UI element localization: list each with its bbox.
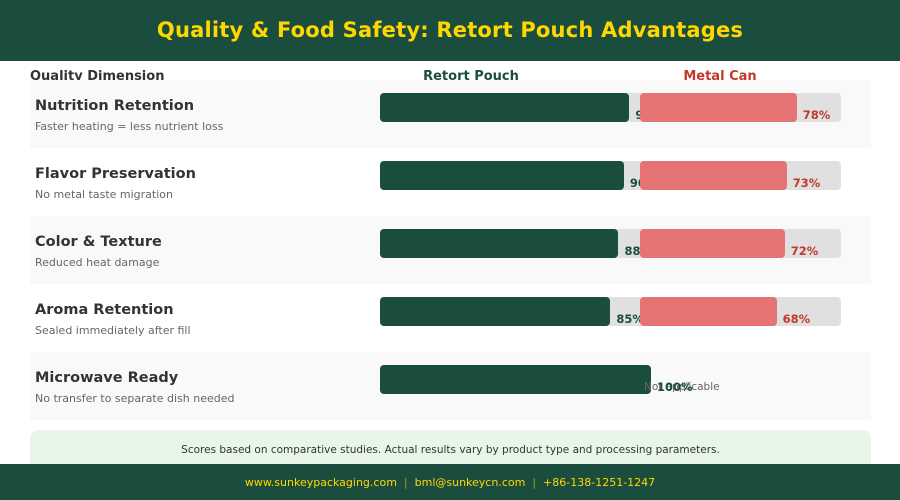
metal-can-bar	[640, 229, 785, 258]
metal-can-bar	[640, 161, 787, 190]
retort-pouch-bar	[380, 229, 619, 258]
metal-can-value: 73%	[792, 176, 821, 190]
retort-pouch-bar-track	[380, 161, 651, 190]
retort-pouch-bar	[380, 365, 651, 394]
row-description: Reduced heat damage	[35, 256, 160, 269]
metal-can-bar	[640, 297, 777, 326]
retort-pouch-bar-track	[380, 93, 651, 122]
separator: |	[403, 475, 408, 489]
row-description: Faster heating = less nutrient loss	[35, 120, 224, 133]
table-row: Microwave Ready No transfer to separate …	[30, 352, 871, 420]
metal-can-not-applicable: Not applicable	[644, 381, 720, 393]
phone-number: +86-138-1251-1247	[543, 475, 656, 489]
comparison-table: Nutrition Retention Faster heating = les…	[30, 80, 871, 420]
row-label: Color & Texture	[35, 234, 162, 250]
row-description: No transfer to separate dish needed	[35, 392, 235, 405]
metal-can-bar-track	[640, 297, 841, 326]
retort-pouch-bar-track	[380, 297, 651, 326]
page-title: Quality & Food Safety: Retort Pouch Adva…	[156, 18, 744, 42]
table-row: Flavor Preservation No metal taste migra…	[30, 148, 871, 216]
retort-pouch-bar-track	[380, 365, 651, 394]
row-description: Sealed immediately after fill	[35, 324, 191, 337]
metal-can-bar-track	[640, 161, 841, 190]
retort-pouch-value: 100%	[657, 380, 693, 394]
separator: |	[532, 475, 537, 489]
metal-can-bar-track	[640, 229, 841, 258]
metal-can-value: 78%	[802, 108, 831, 122]
metal-can-bar	[640, 93, 797, 122]
retort-pouch-bar	[380, 297, 611, 326]
email-link[interactable]: bml@sunkeycn.com	[414, 475, 526, 489]
metal-can-value: 72%	[790, 244, 819, 258]
row-label: Flavor Preservation	[35, 166, 196, 182]
retort-pouch-bar	[380, 93, 630, 122]
table-row: Color & Texture Reduced heat damage 88% …	[30, 216, 871, 284]
website-link[interactable]: www.sunkeypackaging.com	[244, 475, 397, 489]
retort-pouch-bar-track	[380, 229, 651, 258]
metal-can-value: 68%	[782, 312, 811, 326]
row-description: No metal taste migration	[35, 188, 173, 201]
row-label: Aroma Retention	[35, 302, 174, 318]
disclaimer-text: Scores based on comparative studies. Act…	[181, 444, 720, 456]
retort-pouch-value: 85%	[616, 312, 644, 326]
retort-pouch-bar	[380, 161, 624, 190]
header-bar: Quality & Food Safety: Retort Pouch Adva…	[0, 0, 900, 61]
table-row: Aroma Retention Sealed immediately after…	[30, 284, 871, 352]
metal-can-bar-track	[640, 93, 841, 122]
row-label: Microwave Ready	[35, 370, 179, 386]
table-row: Nutrition Retention Faster heating = les…	[30, 80, 871, 148]
footer-bar: www.sunkeypackaging.com | bml@sunkeycn.c…	[0, 464, 900, 500]
row-label: Nutrition Retention	[35, 98, 195, 114]
